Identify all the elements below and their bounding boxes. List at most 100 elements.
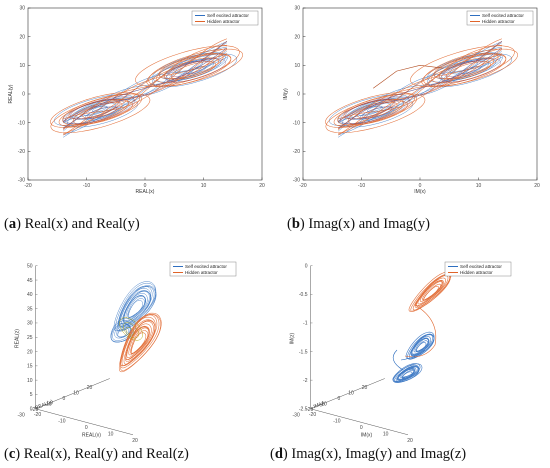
- y-axis-label: REAL(y): [8, 84, 14, 103]
- attractor-orbit: [68, 99, 119, 120]
- y-tick-label: 0: [22, 92, 25, 98]
- y-tick-label: 20: [294, 34, 300, 40]
- y-tick-label: -30: [18, 178, 25, 184]
- attractor-orbit: [405, 331, 435, 359]
- x-tick-label: -20: [299, 183, 306, 189]
- x-tick-label: 20: [534, 183, 540, 189]
- x-axis-label: IM(x): [361, 433, 373, 439]
- attractor-orbit: [50, 92, 140, 128]
- y-tick-label: -30: [18, 413, 25, 419]
- chart-panel-c: 50 45 40 35 30 25 20 15 10 5 0 -20 -10 0 10 20 -30 -20 -10…: [0, 250, 275, 444]
- legend-box: [169, 261, 237, 277]
- attractor-orbit: [410, 45, 515, 87]
- attractor-orbit: [393, 363, 423, 383]
- attractor-orbit: [421, 53, 507, 88]
- attractor-crossing: [337, 47, 503, 129]
- attractor-orbit: [165, 58, 226, 83]
- axes-3d: [35, 265, 134, 436]
- attractor-crossing: [62, 54, 228, 136]
- attractor-orbit: [62, 93, 143, 126]
- series-hidden: [118, 312, 162, 373]
- y-tick-label: -20: [31, 407, 38, 413]
- legend-label-self: Self excited attractor: [185, 264, 227, 269]
- y-tick-label: 10: [348, 391, 354, 397]
- y-tick-label: 10: [294, 63, 300, 69]
- chart-d-svg: 0 -0.5 -1 -1.5 -2 -2.5-20 -10 0 10 20 -30 -20 -10 0 10…: [290, 261, 512, 444]
- series-hidden-transient: [373, 64, 444, 89]
- attractor-orbit: [115, 282, 157, 331]
- y-axis-line: [35, 378, 110, 410]
- z-tick-label: -0.5: [299, 292, 308, 298]
- caption-a: (a) Real(x) and Real(y): [4, 216, 140, 232]
- chart-panel-a: 30 20 10 0 -10 -20 -30 -20 -10 0 10 20 REAL(x) REAL(y…: [0, 0, 275, 210]
- attractor-orbit: [123, 295, 146, 321]
- z-tick-label: -2: [303, 378, 308, 384]
- y-tick-label: -10: [320, 402, 327, 408]
- y-tick-label: 20: [19, 34, 25, 40]
- x-tick-label: -20: [34, 412, 41, 418]
- attractor-orbit: [118, 312, 162, 373]
- attractor-orbit: [163, 58, 221, 81]
- series-self-excited-lower: [392, 363, 423, 383]
- x-tick-label: -10: [333, 418, 340, 424]
- y-tick-label: -10: [45, 402, 52, 408]
- x-tick-label: -10: [358, 183, 365, 189]
- attractor-crossing: [62, 47, 228, 129]
- attractor-orbit: [91, 105, 108, 113]
- attractor-crossing: [337, 49, 503, 130]
- y-axis-label: IM(y): [283, 88, 289, 100]
- attractor-orbit: [120, 314, 158, 367]
- attractor-orbit: [118, 286, 153, 327]
- transient-arc: [404, 304, 437, 358]
- y-tick-label: 30: [294, 6, 300, 12]
- attractor-crossing: [63, 38, 228, 120]
- y-tick-label: 0: [297, 92, 300, 98]
- x-tick-label: 10: [476, 183, 482, 189]
- caption-d: (d) Imag(x), Imag(y) and Imag(z): [270, 446, 467, 462]
- attractor-orbit: [340, 96, 410, 125]
- y-tick-label: 0: [337, 396, 340, 402]
- legend-label-hidden: Hidden attractor: [185, 270, 218, 275]
- series-hidden-transient: [404, 304, 437, 358]
- attractor-orbit: [325, 92, 415, 128]
- z-tick-label: -1: [303, 321, 308, 327]
- z-tick-label: 10: [27, 378, 33, 384]
- attractor-orbit: [427, 53, 513, 88]
- y-tick-label: 10: [19, 63, 25, 69]
- series-self-excited-upper: [405, 331, 435, 360]
- attractor-orbit: [148, 48, 243, 87]
- x-tick-label: 20: [407, 438, 413, 444]
- y-tick-label: -10: [293, 120, 300, 126]
- x-tick-label: 10: [383, 431, 389, 437]
- y-tick-label: 10: [73, 391, 79, 397]
- series-self-transient: [392, 349, 426, 371]
- axes-3d: [310, 265, 409, 436]
- x-axis-label: REAL(x): [136, 189, 155, 195]
- z-tick-label: 50: [27, 263, 33, 269]
- y-tick-label: 20: [87, 385, 93, 391]
- attractor-orbit: [119, 317, 143, 341]
- x-tick-label: -10: [58, 418, 65, 424]
- x-tick-label: 10: [108, 431, 114, 437]
- attractor-crossing: [337, 54, 503, 136]
- y-tick-label: -30: [293, 413, 300, 419]
- attractor-orbit: [438, 58, 496, 81]
- attractor-orbit: [122, 293, 148, 323]
- attractor-orbit: [113, 281, 157, 332]
- x-axis-label: IM(x): [414, 189, 426, 195]
- attractor-orbit: [86, 106, 118, 119]
- attractor-orbit: [408, 271, 452, 312]
- y-tick-label: -20: [306, 407, 313, 413]
- y-tick-label: -20: [293, 149, 300, 155]
- attractor-crossing: [63, 53, 227, 135]
- attractor-orbit: [361, 106, 393, 119]
- series-overlap: [119, 317, 143, 341]
- y-tick-label: -10: [18, 120, 25, 126]
- z-tick-label: 0: [305, 263, 308, 269]
- z-tick-label: 0: [30, 406, 33, 412]
- attractor-orbit: [65, 96, 135, 125]
- y-axis-line: [310, 378, 385, 410]
- x-tick-label: 0: [85, 425, 88, 431]
- attractor-orbit: [163, 57, 219, 80]
